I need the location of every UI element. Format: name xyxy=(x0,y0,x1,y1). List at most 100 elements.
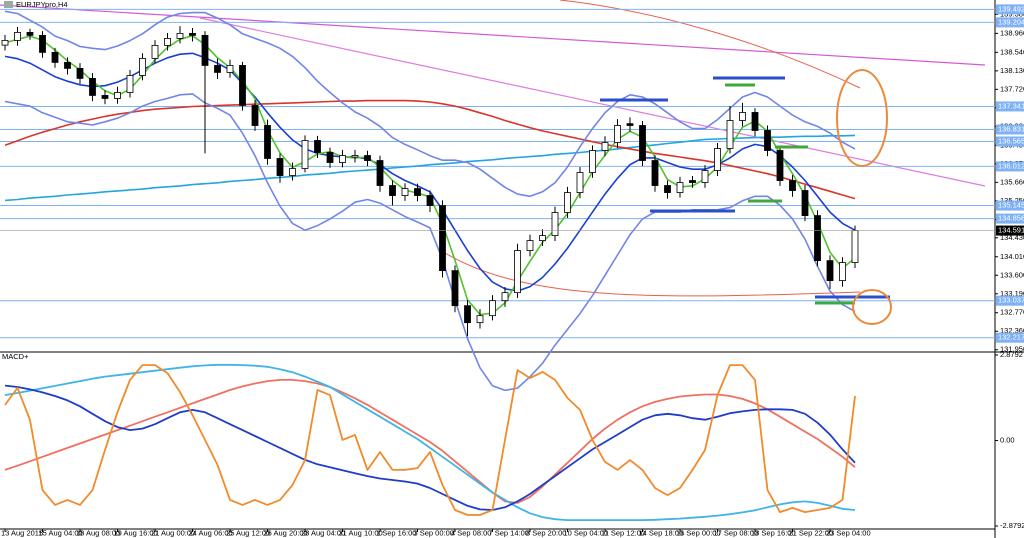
x-tick-label: 8 Sep 20:00 xyxy=(526,528,566,537)
level-label: 132.217 xyxy=(998,333,1024,342)
envelope-line xyxy=(439,249,861,297)
candle-body xyxy=(726,120,734,149)
candle-body xyxy=(514,250,521,294)
x-tick-label: 19 Aug 16:00 xyxy=(114,528,158,537)
y-tick-label: 133.600 xyxy=(1000,270,1024,279)
candle-body xyxy=(689,180,696,183)
candle-body xyxy=(176,32,184,39)
level-label: 139.492 xyxy=(998,4,1024,13)
candle-body xyxy=(101,95,109,99)
candle-body xyxy=(126,75,134,93)
envelope-line xyxy=(559,0,861,89)
x-tick-label: 15 Aug 04:00 xyxy=(39,528,83,537)
chart-title: EURJPYpro,H4 xyxy=(16,0,68,9)
y-tick-label: 138.960 xyxy=(1000,28,1024,37)
x-tick-label: 7 Sep 14:00 xyxy=(489,528,529,537)
candle-body xyxy=(339,155,346,163)
last-price-label: 134.591 xyxy=(998,226,1024,235)
trendline xyxy=(0,4,986,66)
candle-body xyxy=(201,34,209,66)
x-tick-label: 10 Sep 04:00 xyxy=(564,528,609,537)
y-tick-label: 135.660 xyxy=(1000,177,1024,186)
candle-body xyxy=(551,212,559,236)
candle-body xyxy=(251,105,259,126)
candle-body xyxy=(401,188,409,196)
y-tick-label: 132.770 xyxy=(1000,308,1024,317)
candle-body xyxy=(489,300,496,317)
y-tick-label: 137.720 xyxy=(1000,84,1024,93)
candle-body xyxy=(764,130,771,151)
series-line xyxy=(4,99,856,200)
indicator-title: MACD+ xyxy=(2,352,29,361)
highlight-ellipse xyxy=(836,69,888,167)
x-tick-label: 23 Sep 04:00 xyxy=(826,528,871,537)
candle-body xyxy=(364,155,371,161)
candle-body xyxy=(814,215,821,262)
candle-body xyxy=(701,170,709,183)
y-tick-label: 134.430 xyxy=(1000,233,1024,242)
y-tick-label: 138.540 xyxy=(1000,47,1024,56)
level-label-box xyxy=(996,17,1024,28)
level-label-box xyxy=(996,200,1024,211)
level-label-box xyxy=(996,161,1024,172)
candle-body xyxy=(89,78,96,96)
candle-body xyxy=(626,123,634,126)
candle-body xyxy=(264,125,271,159)
candle-body xyxy=(451,270,459,307)
level-label: 134.856 xyxy=(998,214,1024,223)
annotations xyxy=(600,69,892,325)
candle-body xyxy=(26,32,34,36)
candle-body xyxy=(789,180,796,191)
y-tick-label: 0.00 xyxy=(1000,435,1015,444)
x-tick-label: 28 Aug 04:00 xyxy=(301,528,345,537)
candle-body xyxy=(289,168,296,176)
y-tick-label: 134.010 xyxy=(1000,252,1024,261)
candle-body xyxy=(214,65,221,73)
candle-body xyxy=(51,51,59,63)
x-tick-label: 16 Sep 00:00 xyxy=(676,528,721,537)
candle-body xyxy=(189,32,196,36)
series-line xyxy=(4,10,856,198)
level-label: 135.145 xyxy=(998,201,1024,210)
y-tick-label: -2.8792 xyxy=(1000,521,1024,530)
candle-body xyxy=(526,240,534,251)
y-tick-label: 2.8792 xyxy=(1000,350,1023,359)
candle-body xyxy=(39,34,46,53)
x-tick-label: 18 Sep 16:00 xyxy=(751,528,796,537)
level-label-box xyxy=(996,101,1024,112)
series-line xyxy=(4,379,856,504)
candle-body xyxy=(414,188,421,196)
level-label: 136.012 xyxy=(998,161,1024,170)
candle-body xyxy=(739,112,746,121)
candle-body xyxy=(326,152,334,163)
candle-body xyxy=(776,150,784,181)
level-label: 139.204 xyxy=(998,17,1024,26)
candle-body xyxy=(651,160,659,186)
level-label: 133.037 xyxy=(998,296,1024,305)
candle-body xyxy=(239,65,246,106)
candle-body xyxy=(839,262,846,282)
x-tick-label: 26 Aug 20:00 xyxy=(264,528,308,537)
candle-body xyxy=(76,68,84,79)
x-tick-label: 31 Aug 10:00 xyxy=(339,528,383,537)
candle-body xyxy=(301,140,309,169)
level-label-box xyxy=(996,136,1024,147)
x-tick-label: 21 Sep 22:00 xyxy=(789,528,834,537)
x-tick-label: 14 Sep 18:00 xyxy=(639,528,684,537)
symbol-icon xyxy=(4,1,13,8)
series-line xyxy=(4,363,856,521)
level-label-box xyxy=(996,4,1024,15)
level-label: 136.565 xyxy=(998,136,1024,145)
series-line xyxy=(4,384,856,511)
candle-body xyxy=(164,38,171,46)
level-label-box xyxy=(996,213,1024,224)
level-label: 137.341 xyxy=(998,101,1024,110)
candle-body xyxy=(826,260,834,282)
candle-body xyxy=(501,292,509,302)
x-tick-label: 18 Aug 08:00 xyxy=(76,528,120,537)
candle-body xyxy=(664,185,671,193)
highlight-ellipse xyxy=(852,289,892,325)
